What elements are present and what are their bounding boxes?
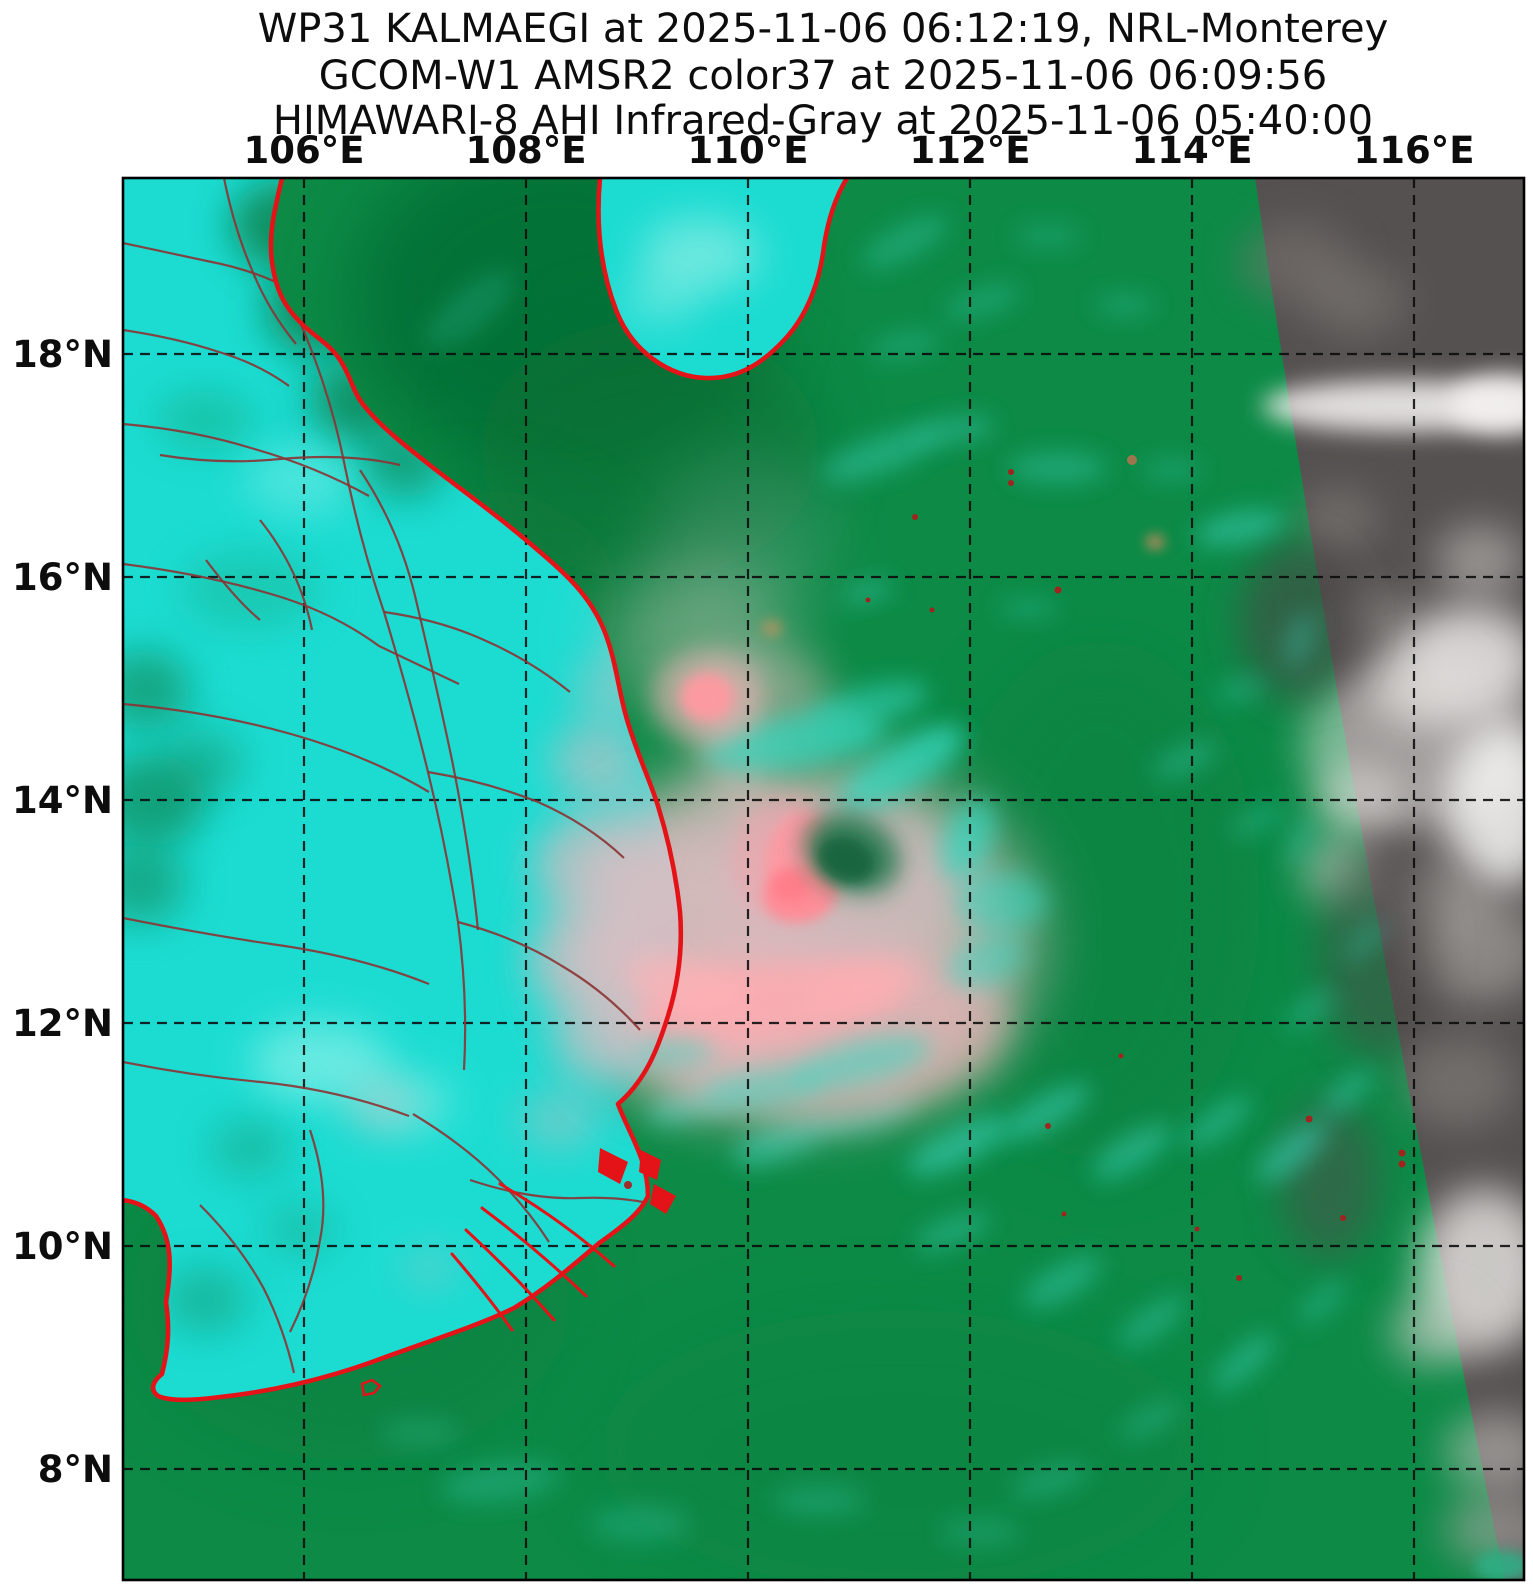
ocean-cloud-streaks (380, 215, 1388, 1546)
storm-core (731, 794, 839, 923)
map-frame (121, 176, 1526, 1582)
lat-tick: 10°N (12, 1225, 113, 1268)
title-line-3: HIMAWARI-8 AHI Infrared-Gray at 2025-11-… (273, 98, 1373, 144)
title-line-2: GCOM-W1 AMSR2 color37 at 2025-11-06 06:0… (319, 53, 1328, 99)
longitude-axis: 106°E 108°E 110°E 112°E 114°E 116°E (243, 129, 1474, 172)
con-dao-island (360, 1378, 382, 1397)
lon-tick: 106°E (243, 129, 364, 172)
latitude-axis: 18°N 16°N 14°N 12°N 10°N 8°N (12, 333, 113, 1491)
hainan-coastline (596, 178, 850, 381)
province-borders (123, 178, 667, 1374)
vietnam-coastline (123, 178, 684, 1403)
lat-tick: 16°N (12, 556, 113, 599)
title-block: WP31 KALMAEGI at 2025-11-06 06:12:19, NR… (258, 6, 1389, 144)
typhoon-kalmaegi (566, 566, 1048, 1116)
rain-cell-offshore (651, 651, 763, 743)
lat-tick: 18°N (12, 333, 113, 376)
lon-tick: 108°E (465, 129, 586, 172)
mekong-delta-channels (450, 1148, 676, 1332)
coastline-layer (123, 178, 850, 1403)
ir-gray-layer (1240, 178, 1524, 1580)
rain-flag-specks (624, 455, 1406, 1281)
lon-tick: 114°E (1131, 129, 1252, 172)
lat-tick: 12°N (12, 1002, 113, 1045)
storm-eye (803, 812, 901, 894)
graticule-gridlines (123, 178, 1524, 1580)
lat-tick: 8°N (38, 1448, 113, 1491)
lat-tick: 14°N (12, 779, 113, 822)
lon-tick: 110°E (687, 129, 808, 172)
lon-tick: 112°E (909, 129, 1030, 172)
title-line-1: WP31 KALMAEGI at 2025-11-06 06:12:19, NR… (258, 6, 1389, 52)
lon-tick: 116°E (1353, 129, 1474, 172)
